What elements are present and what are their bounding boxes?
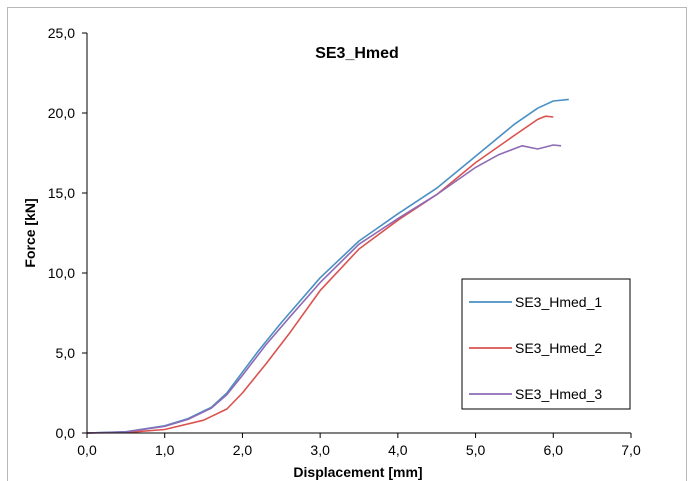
legend-box — [461, 278, 631, 410]
chart-title: SE3_Hmed — [315, 45, 399, 62]
x-tick-label: 5,0 — [466, 442, 486, 458]
y-tick-label: 20,0 — [48, 105, 75, 121]
x-tick-label: 2,0 — [233, 442, 253, 458]
y-tick-label: 15,0 — [48, 185, 75, 201]
x-tick-label: 6,0 — [544, 442, 564, 458]
legend-label-3: SE3_Hmed_3 — [515, 386, 602, 402]
axis-layer: 0,0 1,0 2,0 3,0 4,0 5,0 6,0 7,0 0,0 5,0 10,0 15,0 20… — [48, 25, 641, 458]
series-line-2 — [86, 115, 554, 434]
y-tick-label: 5,0 — [56, 345, 76, 361]
legend-label-1: SE3_Hmed_1 — [515, 294, 602, 310]
x-tick-label: 4,0 — [388, 442, 408, 458]
x-tick-label: 0,0 — [77, 442, 97, 458]
x-tick-label: 3,0 — [310, 442, 330, 458]
y-tick-label: 25,0 — [48, 25, 75, 41]
x-axis-title: Displacement [mm] — [293, 464, 422, 480]
y-tick-label: 10,0 — [48, 265, 75, 281]
series-line-3 — [86, 144, 562, 434]
legend-label-2: SE3_Hmed_2 — [515, 340, 602, 356]
legend: SE3_Hmed_1 SE3_Hmed_2 SE3_Hmed_3 — [461, 278, 631, 410]
x-tick-label: 1,0 — [155, 442, 175, 458]
y-axis-title: Force [kN] — [22, 198, 38, 267]
x-tick-label: 7,0 — [621, 442, 641, 458]
plot-layer — [86, 98, 569, 434]
chart-frame — [7, 7, 687, 481]
y-tick-label: 0,0 — [56, 425, 76, 441]
